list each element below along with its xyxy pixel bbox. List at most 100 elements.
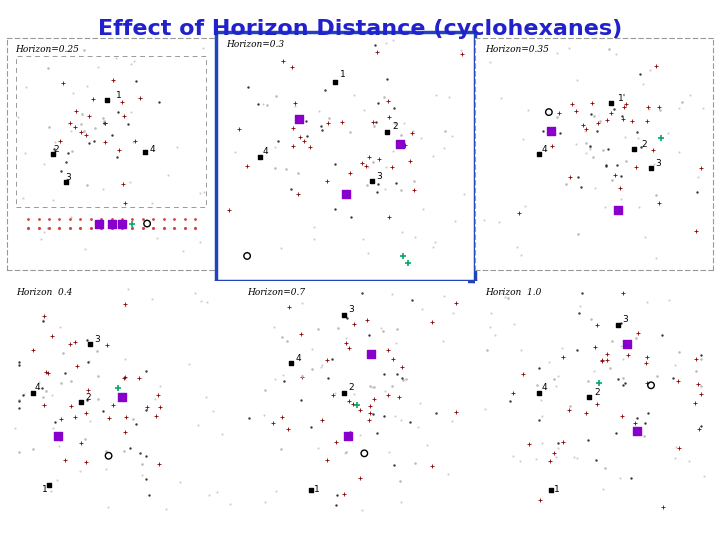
Text: Horizon=0.35: Horizon=0.35 <box>485 45 549 54</box>
Point <box>575 301 586 310</box>
Point <box>309 235 320 244</box>
Point <box>127 138 138 147</box>
Point <box>288 142 300 151</box>
Point <box>399 143 410 151</box>
Point <box>306 364 318 373</box>
Point <box>330 78 341 86</box>
Point <box>523 440 535 448</box>
Point <box>601 356 613 364</box>
Point <box>626 117 638 125</box>
Point <box>118 447 130 455</box>
Point <box>38 312 50 321</box>
Point <box>544 358 555 367</box>
Point <box>387 163 398 171</box>
Point <box>611 50 622 59</box>
Point <box>141 403 153 411</box>
Point <box>127 219 138 228</box>
Point <box>329 205 341 214</box>
Point <box>315 122 326 131</box>
Point <box>13 395 24 404</box>
Point <box>52 432 63 441</box>
Point <box>645 164 657 172</box>
Point <box>129 137 140 145</box>
Point <box>530 455 541 463</box>
Point <box>399 141 410 150</box>
Point <box>372 99 384 107</box>
Point <box>580 139 592 147</box>
Point <box>495 288 506 297</box>
Point <box>626 474 637 483</box>
Text: 3: 3 <box>656 159 662 168</box>
Point <box>80 409 91 417</box>
Point <box>368 122 379 131</box>
Point <box>485 309 496 318</box>
Text: Horizon=0.3: Horizon=0.3 <box>226 40 284 49</box>
Point <box>60 158 72 166</box>
Point <box>347 400 359 408</box>
Point <box>427 152 438 160</box>
Point <box>295 396 307 404</box>
Point <box>99 119 110 127</box>
Point <box>504 396 516 405</box>
Point <box>575 183 587 192</box>
Point <box>98 119 109 127</box>
Point <box>618 288 629 297</box>
Point <box>119 428 130 436</box>
Point <box>348 91 359 99</box>
Point <box>383 448 395 456</box>
Point <box>674 147 685 156</box>
Point <box>606 336 618 345</box>
Point <box>368 383 379 391</box>
Point <box>522 105 534 114</box>
Point <box>587 152 598 161</box>
Point <box>554 109 565 118</box>
Point <box>40 387 51 395</box>
Point <box>378 412 390 421</box>
Point <box>71 107 82 116</box>
Point <box>94 219 105 228</box>
Point <box>343 343 355 352</box>
Point <box>299 137 310 145</box>
Point <box>631 127 643 136</box>
Point <box>616 112 628 120</box>
Point <box>667 374 679 383</box>
Point <box>201 298 212 306</box>
Point <box>38 400 50 409</box>
Point <box>622 350 634 359</box>
Point <box>313 107 325 116</box>
Point <box>415 134 427 143</box>
Point <box>616 341 627 350</box>
Point <box>629 145 640 153</box>
Point <box>640 358 652 367</box>
Point <box>697 104 708 113</box>
Point <box>117 180 129 188</box>
Point <box>68 89 79 97</box>
Point <box>368 394 379 403</box>
Bar <box>16 56 206 207</box>
Point <box>102 96 113 105</box>
Point <box>606 176 617 185</box>
Point <box>341 314 352 323</box>
Point <box>63 148 74 157</box>
Point <box>141 219 153 228</box>
Point <box>603 45 614 54</box>
Point <box>372 429 383 437</box>
Point <box>336 118 347 126</box>
Point <box>343 432 354 441</box>
Point <box>332 324 343 333</box>
Point <box>282 336 293 345</box>
Point <box>585 110 597 119</box>
Point <box>243 83 254 92</box>
Point <box>312 324 324 333</box>
Point <box>74 467 86 475</box>
Point <box>304 143 315 151</box>
Point <box>120 300 131 309</box>
Point <box>88 137 99 145</box>
Point <box>71 362 83 370</box>
Point <box>619 132 631 141</box>
Point <box>601 116 613 125</box>
Point <box>580 148 592 157</box>
Point <box>580 124 592 133</box>
Point <box>379 387 391 395</box>
Point <box>47 196 58 205</box>
